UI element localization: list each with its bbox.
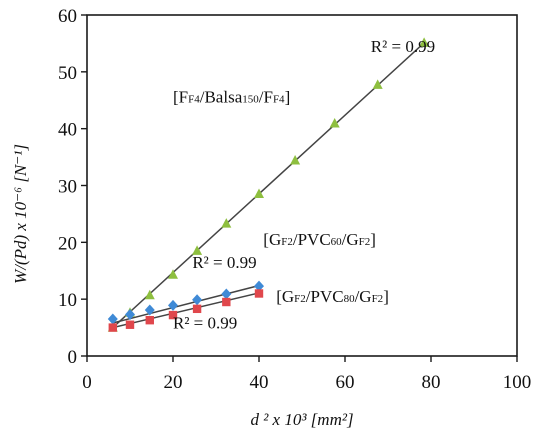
trend-line xyxy=(112,42,425,329)
r-squared-label: R² = 0.99 xyxy=(192,253,256,272)
trend-line xyxy=(112,292,260,329)
square-point xyxy=(145,315,154,325)
y-tick-label: 40 xyxy=(58,120,77,141)
x-tick-label: 60 xyxy=(336,372,355,393)
diamond-point xyxy=(192,294,203,306)
square-point xyxy=(192,304,202,314)
fit-lines xyxy=(112,42,425,329)
annotations: R² = 0.99 [FF4/Balsa150/FF4] R² = 0.99 [GF2… xyxy=(173,37,435,333)
y-tick-label: 60 xyxy=(58,6,77,27)
trend-line xyxy=(112,284,260,324)
x-tick-label: 100 xyxy=(503,372,532,393)
square-point xyxy=(108,323,117,332)
data-points xyxy=(107,37,430,332)
triangle-point xyxy=(290,154,301,165)
r-squared-label: R² = 0.99 xyxy=(371,37,435,56)
y-axis-title: W/(Pd) x 10⁻⁶ [N⁻¹] xyxy=(11,144,30,284)
triangle-point xyxy=(144,289,155,300)
x-axis-title: d ² x 10³ [mm²] xyxy=(250,410,353,429)
square-point xyxy=(222,297,231,307)
y-tick-label: 20 xyxy=(58,233,77,254)
axes xyxy=(81,14,518,362)
triangle-point xyxy=(221,218,232,228)
diamond-point xyxy=(107,313,118,325)
square-point xyxy=(125,320,135,329)
diamond-point xyxy=(254,280,264,292)
y-tick-label: 50 xyxy=(58,63,77,84)
x-tick-label: 20 xyxy=(164,372,183,393)
series-label: [GF2/PVC80/GF2] xyxy=(276,287,389,306)
y-tick-label: 10 xyxy=(58,290,77,311)
series-label: [GF2/PVC60/GF2] xyxy=(263,230,376,249)
triangle-point xyxy=(192,245,203,255)
square-point xyxy=(168,310,178,320)
series-label: [FF4/Balsa150/FF4] xyxy=(173,88,290,107)
diamond-point xyxy=(168,299,178,311)
diamond-point xyxy=(125,309,135,321)
x-tick-label: 80 xyxy=(422,372,441,393)
diamond-point xyxy=(144,304,155,316)
triangle-point xyxy=(168,269,178,279)
r-squared-label: R² = 0.99 xyxy=(173,314,237,333)
triangle-point xyxy=(419,37,430,47)
x-tick-label: 0 xyxy=(82,372,92,393)
y-tick-label: 0 xyxy=(68,347,78,368)
x-tick-label: 40 xyxy=(250,372,269,393)
tick-labels: 0 20 40 60 80 100 0 10 20 30 40 50 60 xyxy=(58,6,531,393)
y-tick-label: 30 xyxy=(58,177,77,198)
square-point xyxy=(254,289,264,298)
diamond-point xyxy=(221,288,232,300)
triangle-point xyxy=(329,118,340,128)
triangle-point xyxy=(254,188,264,199)
triangle-point xyxy=(372,79,383,89)
